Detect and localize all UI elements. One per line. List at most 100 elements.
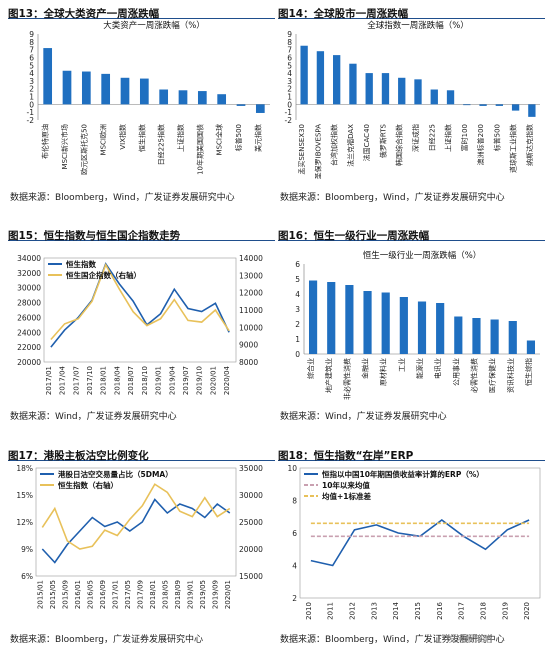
x-tick-label: 日经225指数 <box>157 124 166 165</box>
source-note: 数据来源：Bloomberg，广发证券发展研究中心 <box>10 635 203 645</box>
x-tick-label: 法国CAC40 <box>362 124 371 161</box>
y-tick-label-left: 24000 <box>17 328 41 337</box>
series-line-0 <box>310 519 530 567</box>
y-tick-label-right: 25000 <box>239 518 263 527</box>
x-tick-label: 2017/01 <box>45 366 53 395</box>
x-tick-label: 资讯科技业 <box>506 358 515 393</box>
legend-label: 10年以来均值 <box>322 480 370 490</box>
x-tick-label: 2020/01 <box>209 366 217 395</box>
series-line-0 <box>41 498 231 564</box>
x-tick-label: 2015 <box>414 602 422 620</box>
bar <box>308 280 318 354</box>
chart-18: 2 4 6 8 10 2010 2011 2012 2013 2014 2015 2016 2017 20… <box>287 464 541 620</box>
bar <box>139 78 149 105</box>
bar <box>333 55 341 105</box>
y-tick-label-left: 6% <box>21 572 33 581</box>
legend-label: 港股日沽空交易量占比（5DMA） <box>58 469 173 479</box>
panel-title: 图17：港股主板沽空比例变化 <box>8 450 149 462</box>
x-tick-label: 2017 <box>458 602 466 620</box>
panel-title-bar: 图17：港股主板沽空比例变化 <box>8 444 275 462</box>
bar <box>381 292 390 354</box>
y-tick-label: 7 <box>287 46 292 55</box>
bar <box>495 104 503 106</box>
x-tick-label: VIX指数 <box>118 124 127 150</box>
legend-label: 恒指以中国10年期国债收益率计算的ERP（%） <box>322 469 484 479</box>
source-note: 数据来源：Bloomberg，Wind，广发证券发展研究中心 <box>280 193 505 203</box>
bar <box>62 70 72 105</box>
x-tick-label: 2015/05 <box>49 580 57 609</box>
bar <box>43 48 53 105</box>
panel-title: 图13：全球大类资产一周涨跌幅 <box>8 8 160 20</box>
bar <box>349 63 357 105</box>
x-tick-label: MSCI新兴市场 <box>60 124 69 169</box>
y-tick-label: 9 <box>29 30 34 39</box>
legend-label: 恒生指数（右轴） <box>58 480 118 490</box>
x-tick-label: 医疗保健业 <box>488 358 497 393</box>
x-tick-label: 2019/05 <box>199 580 207 609</box>
x-tick-label: 俄罗斯RTS <box>378 123 387 158</box>
panel-title: 图14：全球股市一周涨跌幅 <box>278 8 409 20</box>
x-tick-label: 韩国综合指数 <box>395 124 404 166</box>
x-tick-label: 标普500 <box>234 124 243 151</box>
panel-title-bar: 图15：恒生指数与恒生国企指数走势 <box>8 224 275 242</box>
y-tick-label-left: 10 <box>287 464 297 473</box>
bar <box>414 79 422 105</box>
x-tick-label: 2016/09 <box>99 580 107 609</box>
bar <box>528 104 536 117</box>
y-tick-label: 6 <box>287 53 292 62</box>
panel-15: 图15：恒生指数与恒生国企指数走势 20000 22000 24000 26000 28… <box>8 224 275 422</box>
x-tick-label: 2018/01 <box>149 580 157 609</box>
y-tick-label: 6 <box>295 260 300 269</box>
x-tick-label: 2019/10 <box>196 366 204 395</box>
y-tick-label-right: 30000 <box>239 491 263 500</box>
x-tick-label: 2014 <box>392 601 400 619</box>
panel-17: 图17：港股主板沽空比例变化 6% 9% 12% 15% 18% 15000 20000 25… <box>8 444 275 645</box>
x-tick-label: 必需性消费 <box>469 358 478 393</box>
x-tick-label: 美元指数 <box>253 124 262 152</box>
y-tick-label: 4 <box>295 290 300 299</box>
x-tick-label: 2015/01 <box>36 580 44 609</box>
x-tick-label: 纳斯达克指数 <box>525 124 534 166</box>
x-tick-label: 2018/05 <box>161 580 169 609</box>
y-tick-label-left: 2 <box>292 594 297 603</box>
x-tick-label: 布伦特原油 <box>41 124 50 159</box>
chart-15: 20000 22000 24000 26000 28000 30000 32000 34000… <box>17 254 263 395</box>
bar <box>316 51 325 105</box>
y-tick-label-left: 6 <box>292 529 297 538</box>
y-tick-label: 1 <box>287 93 292 102</box>
y-tick-label-right: 12000 <box>239 289 263 298</box>
x-tick-label: 上证指数 <box>176 124 185 152</box>
x-tick-label: 2019/09 <box>211 580 219 609</box>
y-tick-label-left: 26000 <box>17 313 41 322</box>
legend-label: 恒生国企指数（右轴） <box>66 270 141 280</box>
x-tick-label: 深证成指 <box>411 124 420 152</box>
bar <box>490 319 499 354</box>
y-tick-label: 1 <box>29 93 34 102</box>
x-tick-label: 日经225 <box>427 124 436 151</box>
x-tick-label: 综合业 <box>306 358 315 379</box>
x-tick-label: 2019/01 <box>186 580 194 609</box>
x-tick-label: 10年期美国国债 <box>195 124 204 175</box>
x-tick-label: 2013 <box>370 602 378 620</box>
y-tick-label-left: 32000 <box>17 269 41 278</box>
y-tick-label: 4 <box>29 69 34 78</box>
x-tick-label: 2020/04 <box>223 365 231 395</box>
watermark: 广发港股策略 <box>438 635 493 645</box>
y-tick-label-right: 8000 <box>239 358 258 367</box>
series-line-1 <box>41 483 231 550</box>
x-tick-label: 道琼斯工业指数 <box>509 124 518 173</box>
panel-18: 图18：恒生指数“在岸”ERP 2 4 6 8 10 2010 2011 2012 2013 20… <box>278 444 545 645</box>
y-tick-label: -1 <box>285 108 293 117</box>
y-tick-label-right: 35000 <box>239 464 263 473</box>
panel-title: 图16：恒生一级行业一周涨跌幅 <box>278 230 430 242</box>
y-tick-label-right: 14000 <box>239 254 263 263</box>
x-tick-label: 法兰克福DAX <box>346 124 355 167</box>
bar <box>436 303 445 354</box>
x-tick-label: 2018/04 <box>113 365 121 395</box>
bar <box>472 318 481 354</box>
x-tick-label: 2019 <box>501 602 509 620</box>
y-tick-label-left: 8 <box>292 497 297 506</box>
bar <box>508 321 517 354</box>
